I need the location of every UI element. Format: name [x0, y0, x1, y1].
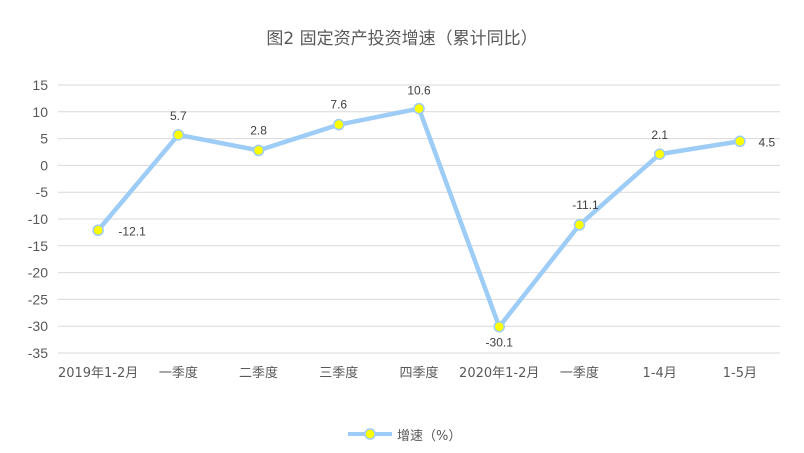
y-tick-label: 0	[40, 157, 48, 173]
data-label: 4.5	[759, 135, 776, 149]
x-tick-label: 四季度	[399, 365, 438, 381]
data-point-marker	[573, 219, 586, 231]
x-tick-label: 2019年1-2月	[58, 366, 138, 381]
data-point-marker	[252, 144, 265, 157]
legend-label: 增速（%）	[397, 428, 462, 444]
series-line	[92, 102, 746, 333]
data-labels: -12.1 5.7 2.8 7.6 10.6 -30.1 -11.1 2.1 4.5	[118, 84, 775, 350]
data-point-marker	[734, 135, 746, 148]
y-tick-label: 15	[32, 77, 48, 93]
data-label: -11.1	[572, 198, 599, 212]
x-tick-label: 二季度	[239, 365, 278, 381]
legend-line-marker-icon	[348, 428, 392, 440]
data-label: 10.6	[407, 84, 431, 98]
x-tick-label: 2020年1-2月	[459, 366, 539, 381]
data-label: 2.8	[250, 123, 267, 137]
data-point-marker	[333, 118, 345, 131]
data-label: -12.1	[118, 224, 146, 238]
series-line-path	[96, 106, 741, 329]
y-axis-labels: 15 10 5 0 -5 -10 -15 -20 -25 -30 -35	[28, 77, 48, 361]
x-tick-label: 一季度	[159, 365, 198, 381]
data-label: 5.7	[170, 109, 187, 123]
x-tick-label: 1-5月	[723, 366, 757, 381]
y-tick-label: -5	[36, 184, 49, 200]
x-axis-labels: 2019年1-2月 一季度 二季度 三季度 四季度 2020年1-2月 一季度 1-4月 1-5…	[58, 365, 757, 381]
data-label: 2.1	[651, 128, 668, 142]
y-tick-label: -20	[28, 265, 48, 281]
data-point-marker	[493, 320, 505, 333]
y-tick-label: -25	[28, 291, 48, 307]
data-label: 7.6	[330, 98, 347, 112]
y-tick-label: -35	[28, 345, 48, 361]
y-tick-label: 5	[40, 131, 48, 147]
x-tick-label: 三季度	[319, 365, 358, 381]
data-point-marker	[92, 224, 104, 237]
data-point-marker	[653, 148, 666, 160]
legend: 增速（%）	[345, 424, 461, 444]
gridlines	[58, 84, 780, 354]
x-tick-label: 一季度	[560, 365, 599, 381]
data-point-marker	[413, 102, 425, 115]
x-tick-label: 1-4月	[643, 366, 677, 381]
data-label: -30.1	[486, 336, 514, 350]
y-tick-label: -30	[28, 318, 48, 334]
data-point-marker	[172, 129, 185, 141]
y-tick-label: -10	[28, 211, 48, 227]
y-tick-label: 10	[32, 104, 48, 120]
chart-title: 图2 固定资产投资增速（累计同比）	[266, 29, 538, 49]
y-tick-label: -15	[28, 238, 48, 254]
